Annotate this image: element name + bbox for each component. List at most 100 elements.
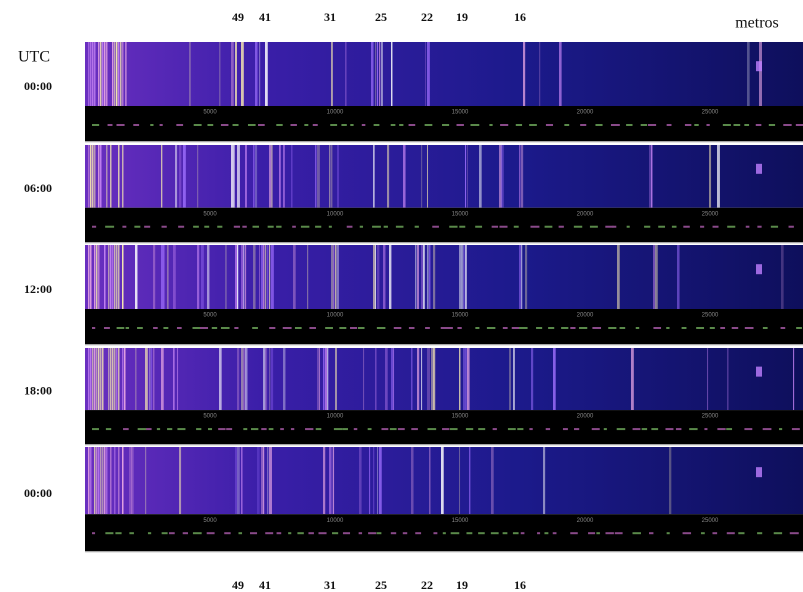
- marker: [486, 327, 496, 329]
- stripe: [114, 245, 116, 309]
- stripe: [425, 42, 427, 106]
- marker: [608, 327, 617, 329]
- stripe: [253, 245, 256, 309]
- stripe: [116, 348, 118, 411]
- marker: [570, 532, 578, 535]
- stripe: [98, 42, 100, 106]
- marker: [137, 327, 143, 329]
- stripe: [669, 447, 672, 515]
- marker: [610, 124, 620, 126]
- marker: [373, 124, 380, 126]
- stripe: [677, 245, 680, 309]
- band-label: 41: [259, 10, 271, 24]
- marker: [570, 327, 576, 329]
- scale-label: 25000: [702, 518, 719, 524]
- stripe: [231, 145, 234, 208]
- stripe: [263, 447, 265, 515]
- stripe: [427, 42, 430, 106]
- stripe: [88, 42, 90, 106]
- marker: [666, 124, 672, 126]
- stripe: [237, 348, 240, 411]
- marker: [312, 124, 318, 126]
- marker: [683, 225, 690, 228]
- marker: [150, 124, 154, 126]
- stripe: [655, 245, 658, 309]
- stripe: [553, 348, 556, 411]
- stripe: [391, 42, 393, 106]
- stripe: [94, 42, 96, 106]
- stripe: [707, 348, 709, 411]
- marker: [671, 225, 677, 228]
- spot: [756, 467, 762, 478]
- stripe: [131, 447, 134, 515]
- stripe: [393, 348, 395, 411]
- marker: [390, 124, 396, 126]
- stripe: [173, 245, 176, 309]
- marker: [168, 532, 175, 535]
- marker: [573, 225, 583, 228]
- stripe: [525, 245, 528, 309]
- marker: [574, 428, 580, 431]
- marker: [250, 428, 259, 431]
- stripe: [335, 348, 338, 411]
- stripe: [237, 145, 240, 208]
- marker: [346, 225, 353, 228]
- stripe: [373, 245, 376, 309]
- marker: [466, 532, 473, 535]
- stripe: [377, 447, 379, 515]
- stripe: [114, 447, 116, 515]
- marker: [218, 428, 226, 431]
- marker: [457, 327, 462, 329]
- scale-label: 10000: [327, 414, 344, 420]
- band-label: 25: [375, 578, 387, 592]
- stripe: [261, 447, 264, 515]
- marker: [177, 428, 186, 431]
- marker: [424, 124, 433, 126]
- stripe: [269, 348, 271, 411]
- marker: [207, 428, 213, 431]
- marker: [276, 532, 282, 535]
- marker: [390, 532, 397, 535]
- marker: [292, 225, 296, 228]
- marker: [350, 124, 354, 126]
- marker: [318, 532, 327, 535]
- stripe: [122, 245, 124, 309]
- scale-label: 25000: [702, 211, 719, 217]
- marker: [552, 532, 557, 535]
- marker: [745, 225, 750, 228]
- stripe: [120, 42, 122, 106]
- marker: [442, 428, 450, 431]
- stripe: [267, 245, 269, 309]
- stripe: [463, 245, 466, 309]
- stripe: [219, 42, 221, 106]
- marker: [757, 532, 763, 535]
- marker: [330, 124, 338, 126]
- stripe: [100, 447, 102, 515]
- spot: [756, 264, 762, 275]
- marker: [780, 327, 786, 329]
- spot: [756, 366, 762, 377]
- marker: [328, 225, 332, 228]
- stripe: [96, 348, 98, 411]
- marker: [325, 327, 333, 329]
- stripe: [102, 447, 104, 515]
- marker: [146, 428, 152, 431]
- stripe: [269, 447, 272, 515]
- marker: [651, 428, 659, 431]
- marker: [440, 327, 450, 329]
- stripe: [92, 348, 94, 411]
- marker: [350, 327, 358, 329]
- band-label: 22: [421, 10, 433, 24]
- marker: [762, 327, 768, 329]
- stripe: [104, 245, 106, 309]
- band-label: 19: [456, 578, 468, 592]
- marker: [193, 124, 202, 126]
- stripe: [96, 447, 98, 515]
- marker: [605, 225, 614, 228]
- stripe: [179, 145, 182, 208]
- marker: [502, 327, 508, 329]
- marker: [475, 225, 483, 228]
- marker: [280, 428, 284, 431]
- marker: [116, 327, 125, 329]
- marker: [649, 532, 654, 535]
